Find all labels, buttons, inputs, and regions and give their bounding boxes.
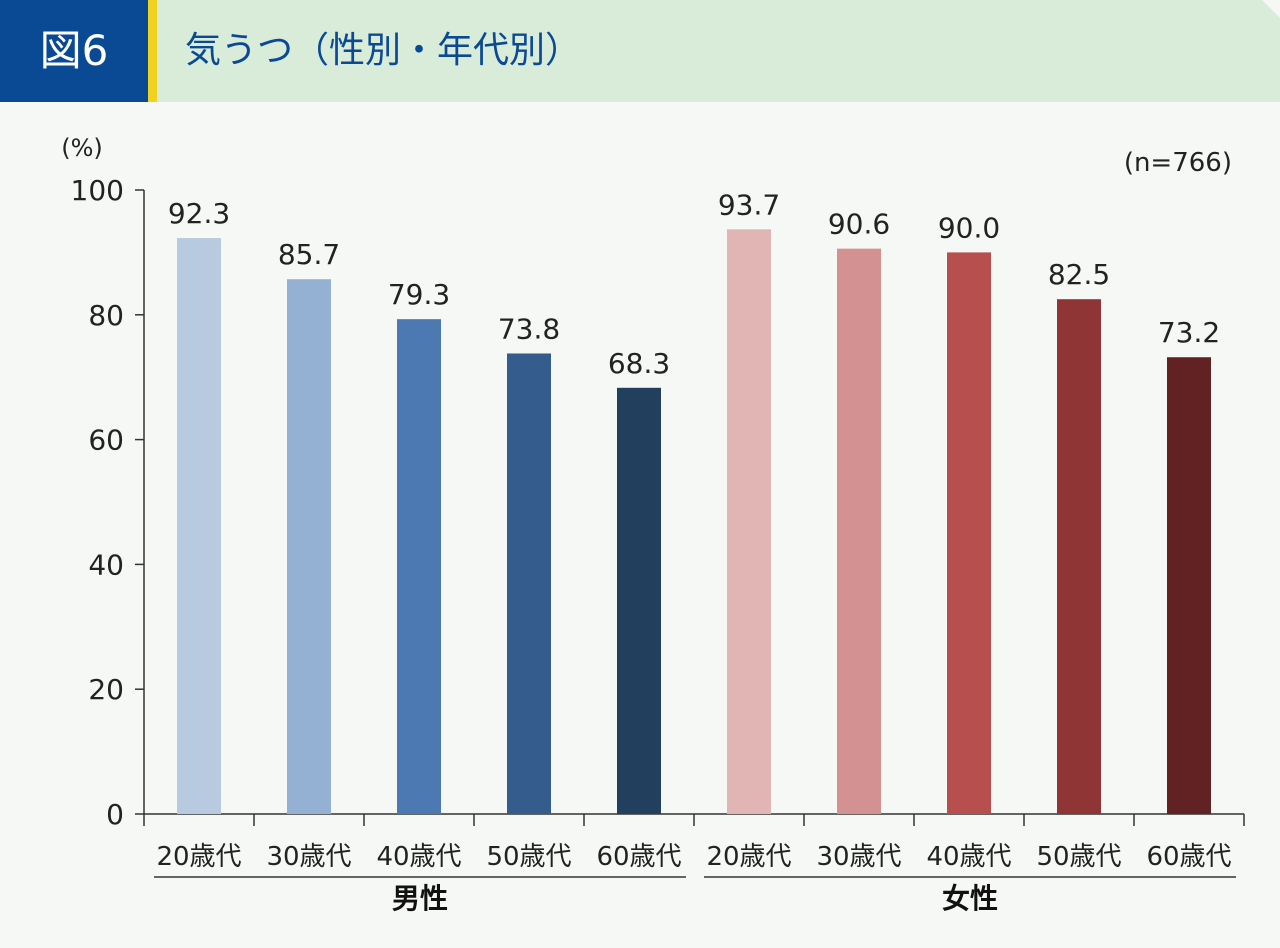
- y-tick-label-80: 80: [88, 299, 124, 332]
- y-tick-label-100: 100: [71, 174, 124, 207]
- bar-5: [727, 229, 771, 814]
- y-axis-unit-label: (%): [61, 134, 103, 162]
- chart-layer: 0 20 40 60 80 100 92.3 20歳代 85.7 30歳代 79.3 40歳代 73.8…: [71, 174, 1245, 915]
- category-label-9: 60歳代: [1146, 842, 1231, 872]
- category-label-4: 60歳代: [596, 842, 681, 872]
- category-label-3: 50歳代: [486, 842, 571, 872]
- bar-6: [837, 248, 881, 814]
- bar-9: [1167, 357, 1211, 814]
- category-label-8: 50歳代: [1036, 842, 1121, 872]
- y-tick-label-60: 60: [88, 424, 124, 457]
- bar-value-label-0: 92.3: [168, 197, 230, 230]
- group-label-1: 女性: [942, 882, 998, 915]
- category-label-1: 30歳代: [266, 842, 351, 872]
- bar-7: [947, 252, 991, 814]
- figure-number-badge: 図6: [0, 0, 148, 102]
- accent-stripe: [148, 0, 157, 102]
- category-label-5: 20歳代: [706, 842, 791, 872]
- category-label-0: 20歳代: [156, 842, 241, 872]
- category-label-2: 40歳代: [376, 842, 461, 872]
- sample-size-note: (n=766): [1124, 148, 1232, 178]
- group-label-0: 男性: [392, 882, 448, 915]
- bar-value-label-2: 79.3: [388, 278, 450, 311]
- y-tick-label-20: 20: [88, 673, 124, 706]
- bar-value-label-9: 73.2: [1158, 316, 1220, 349]
- figure-header: 図6 気うつ（性別・年代別）: [0, 0, 1280, 102]
- bar-value-label-5: 93.7: [718, 188, 780, 221]
- bar-1: [287, 279, 331, 814]
- y-tick-label-40: 40: [88, 548, 124, 581]
- bar-value-label-8: 82.5: [1048, 258, 1110, 291]
- bar-value-label-6: 90.6: [828, 208, 890, 241]
- chart-title: 気うつ（性別・年代別）: [185, 30, 582, 71]
- y-tick-label-0: 0: [106, 798, 124, 831]
- category-label-7: 40歳代: [926, 842, 1011, 872]
- bar-8: [1057, 299, 1101, 814]
- bar-value-label-3: 73.8: [498, 312, 560, 345]
- figure-number-label: 図6: [39, 26, 109, 75]
- bar-2: [397, 319, 441, 814]
- bar-value-label-7: 90.0: [938, 211, 1000, 244]
- bar-0: [177, 238, 221, 815]
- bar-4: [617, 387, 661, 814]
- category-label-6: 30歳代: [816, 842, 901, 872]
- bar-3: [507, 353, 551, 814]
- bar-value-label-1: 85.7: [278, 238, 340, 271]
- bar-value-label-4: 68.3: [608, 347, 670, 380]
